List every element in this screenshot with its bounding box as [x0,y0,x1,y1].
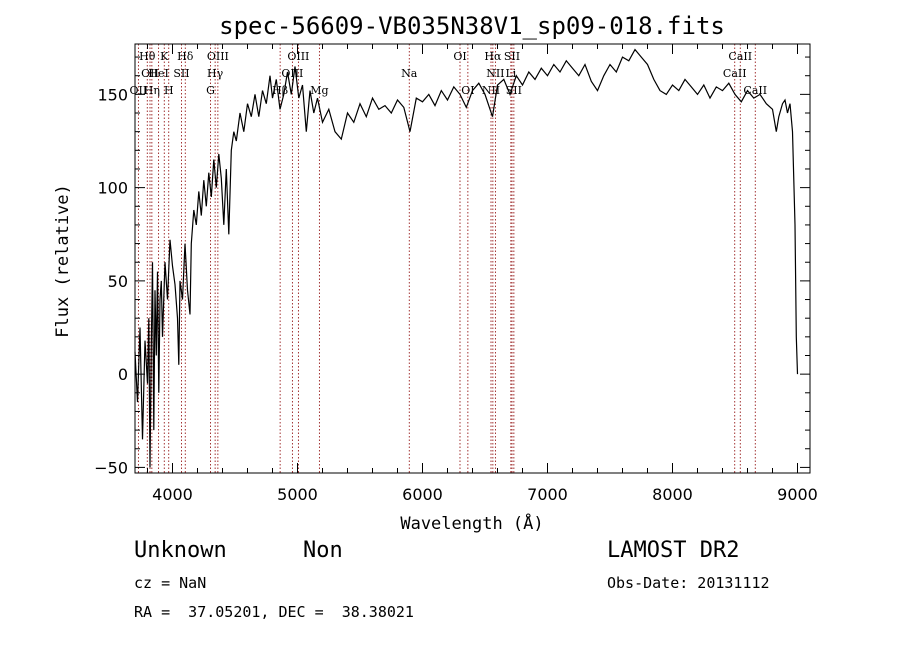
y-tick-label: 50 [108,272,128,291]
y-axis-label: Flux (relative) [53,184,73,338]
line-label: OII [141,67,159,80]
y-tick-label: 150 [97,85,128,104]
x-tick-label: 9000 [777,485,818,504]
y-tick-label: −50 [94,458,128,477]
line-label: Hθ [139,50,156,63]
y-tick-label: 100 [97,179,128,198]
line-label: H [164,84,174,97]
y-tick-label: 0 [118,365,128,384]
object-subclass: Non [303,538,343,563]
object-class: Unknown [134,538,227,563]
x-axis: 4000 5000 6000 7000 8000 9000 [147,44,818,504]
line-label: NII [486,67,504,80]
redshift-cz: cz = NaN [134,574,207,592]
plot-frame [134,43,811,474]
line-labels: OIIHθOIIHηHeIKHSIIHδGHγOIIIHβOIIIOIIIMgN… [130,50,768,97]
line-label: Li [505,67,516,80]
line-label: K [160,50,169,63]
chart-title: spec-56609-VB035N38V1_sp09-018.fits [219,12,725,40]
line-label: CaII [723,67,747,80]
y-axis: −50 0 50 100 150 [94,56,810,477]
line-label: Hα [484,50,502,63]
line-label: SII [173,67,189,80]
line-label: OIII [287,50,309,63]
obs-date: Obs-Date: 20131112 [607,574,770,592]
line-label: OII [130,84,148,97]
line-label: G [206,84,215,97]
x-tick-label: 7000 [527,485,568,504]
line-label: SII [504,50,520,63]
line-label: CaII [728,50,752,63]
x-tick-label: 6000 [402,485,443,504]
x-tick-label: 8000 [652,485,693,504]
sky-coordinates: RA = 37.05201, DEC = 38.38021 [134,603,414,621]
line-label: HeI [148,67,168,80]
line-label: Hγ [207,67,224,80]
line-label: Na [401,67,418,80]
line-markers [137,44,756,473]
line-label: Hη [144,84,160,97]
x-tick-label: 5000 [277,485,318,504]
line-label: OI [453,50,466,63]
line-label: OIII [281,67,303,80]
x-tick-label: 4000 [152,485,193,504]
line-label: Hδ [177,50,194,63]
line-label: OIII [207,50,229,63]
spectrum-line [134,48,799,468]
survey-name: LAMOST DR2 [607,538,740,563]
x-axis-label: Wavelength (Å) [400,512,543,534]
line-label: Mg [310,84,328,97]
line-label: CaII [743,84,767,97]
